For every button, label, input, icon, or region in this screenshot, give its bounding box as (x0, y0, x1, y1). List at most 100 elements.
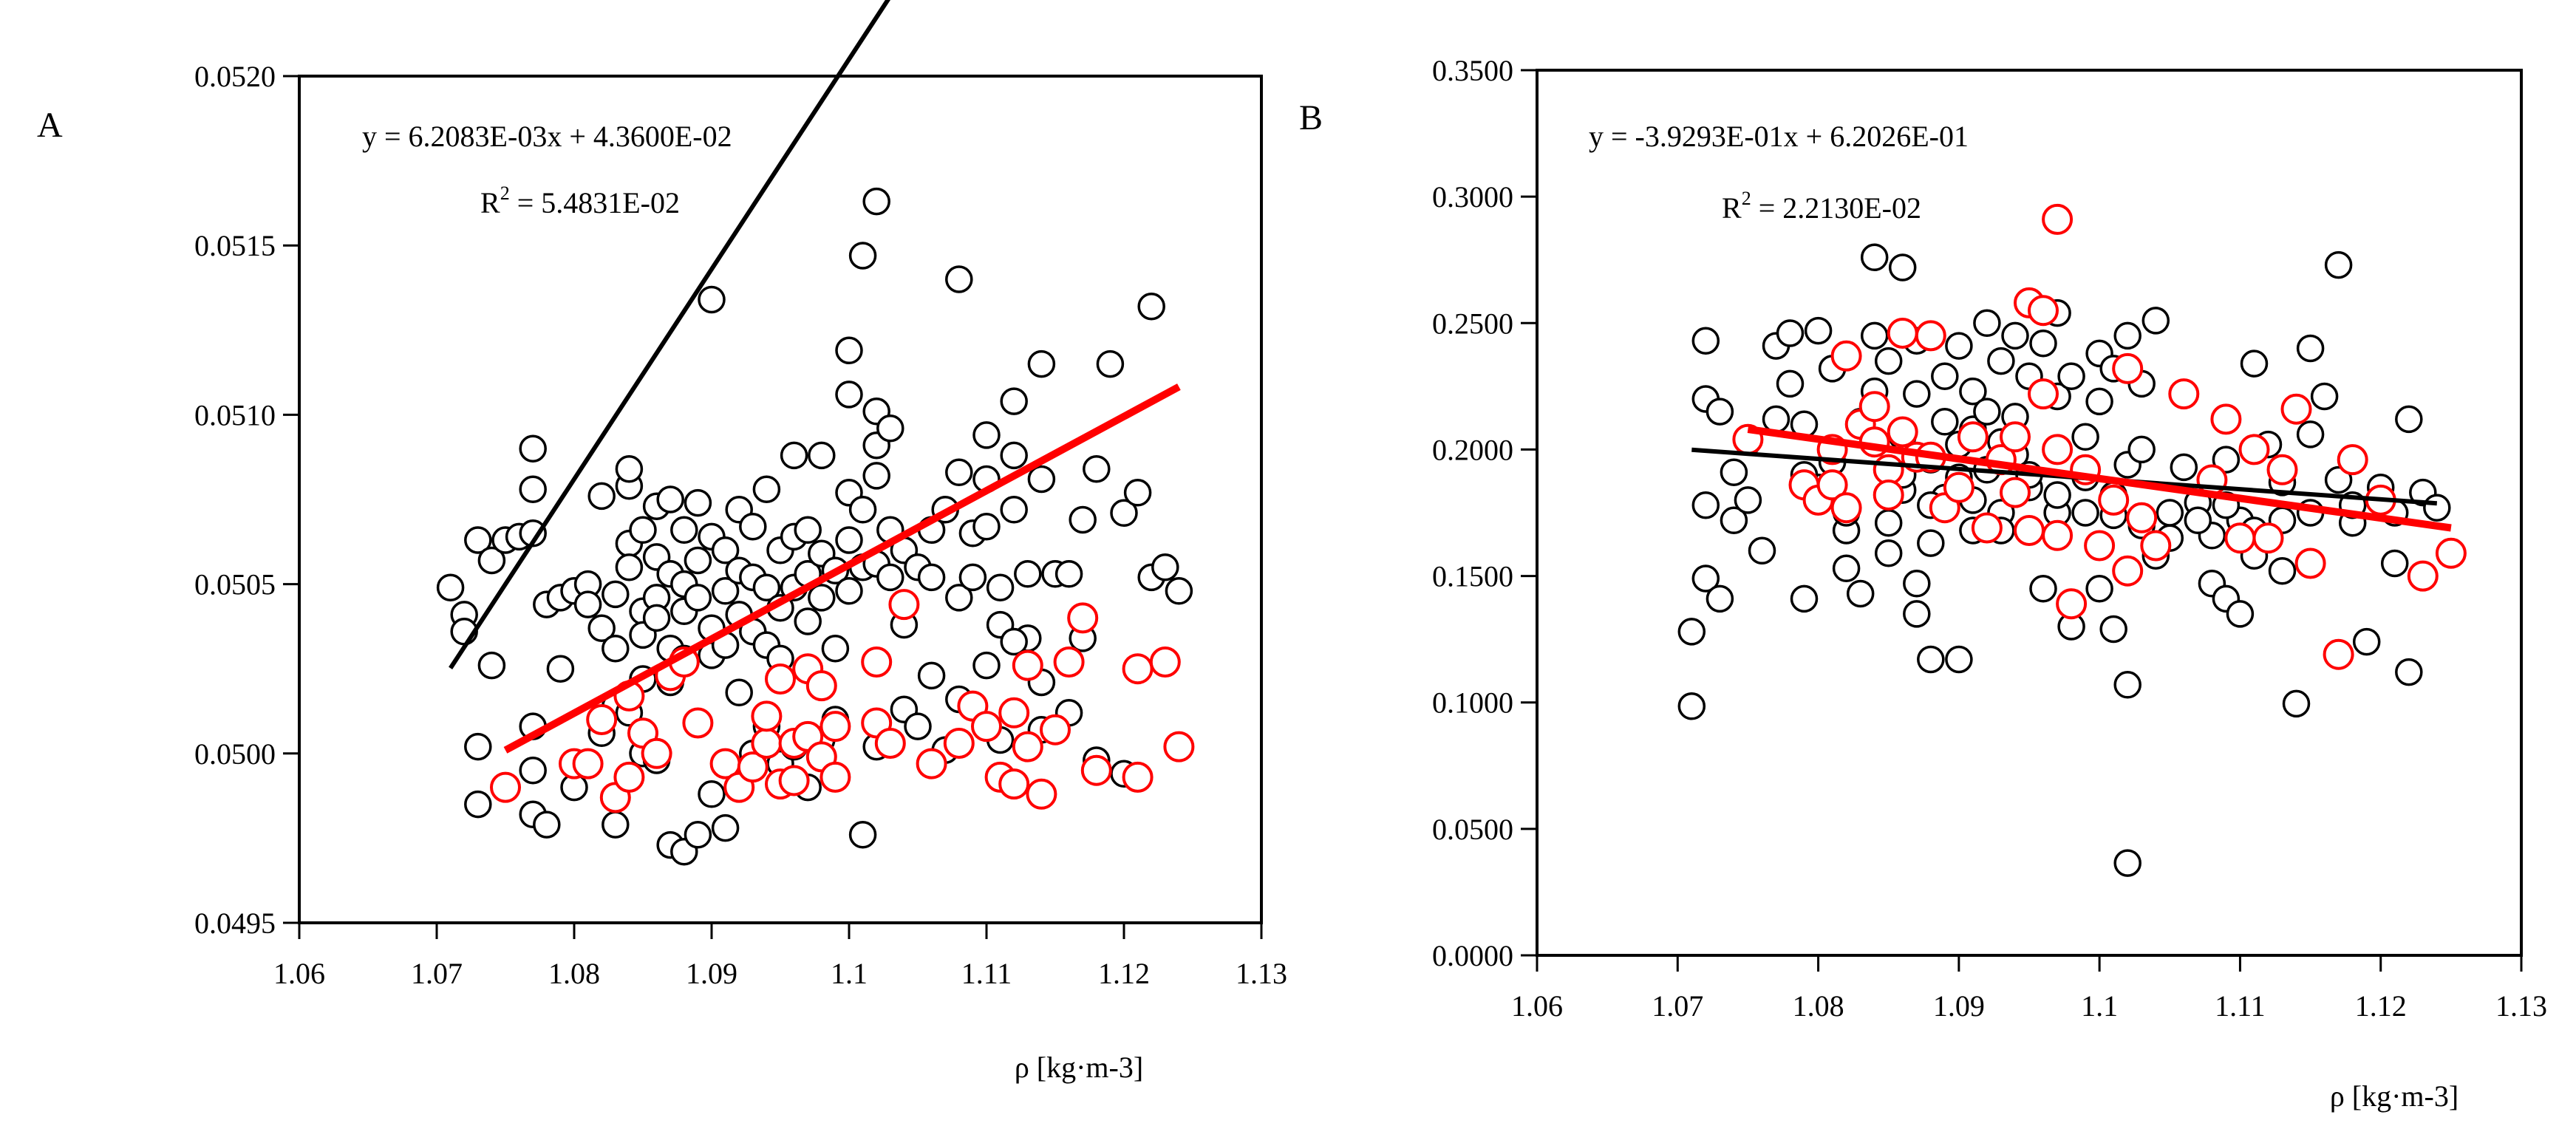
panel-b-black-point (2268, 556, 2297, 585)
panel-b-red-point (2323, 638, 2354, 670)
panel-a-black-point (876, 563, 904, 592)
panel-b-black-point (1945, 645, 1973, 674)
panel-b-red-point (1873, 480, 1904, 511)
panel-b-black-point (2282, 689, 2311, 718)
panel-a-black-point (670, 516, 698, 545)
panel-b-black-point (2127, 435, 2156, 464)
panel-a-black-point (794, 516, 822, 545)
panel-b-red-point (2084, 530, 2116, 562)
panel-b-black-point (1931, 408, 1959, 436)
panel-a-black-point (436, 573, 465, 601)
panel-a-red-point (1163, 731, 1195, 762)
panel-b-x-tick-label: 1.09 (1933, 989, 1985, 1023)
panel-a-black-point (876, 414, 904, 443)
panel-b-red-point (1957, 421, 1989, 453)
panel-a-black-point (752, 475, 781, 503)
panel-a-black-point (684, 546, 712, 575)
panel-b-black-point (2395, 405, 2423, 434)
panel-a-black-point (546, 655, 575, 683)
panel-a-red-point (613, 761, 645, 793)
panel-a-red-point (998, 768, 1030, 800)
panel-a-black-point (684, 584, 712, 612)
panel-a-black-point (739, 512, 767, 541)
panel-a-black-point (848, 496, 877, 524)
panel-a-black-point (904, 712, 932, 740)
panel-a-black-point (945, 458, 973, 487)
panel-a-black-point (711, 577, 740, 605)
panel-b-black-point (1846, 579, 1875, 608)
panel-a-black-point (477, 546, 506, 575)
panel-a-black-point (1096, 349, 1125, 378)
panel-a-black-point (1137, 292, 1165, 321)
panel-a-black-point (1165, 577, 1193, 605)
panel-a-red-point (490, 771, 521, 803)
panel-b-y-tick-label: 0.0500 (1432, 813, 1513, 846)
panel-b-x-tick-label: 1.06 (1511, 989, 1563, 1023)
panel-b-black-point (2310, 382, 2339, 411)
panel-b-red-point (2000, 421, 2031, 453)
panel-b-r2: R2 = 2.2130E-02 (1722, 188, 1921, 225)
panel-b: B y = -3.9293E-01x + 6.2026E-01 R2 = 2.2… (1299, 54, 2547, 1113)
panel-a-black-point (1000, 441, 1028, 470)
panel-a-x-tick-label: 1.07 (411, 957, 463, 990)
panel-a-x-tick-label: 1.08 (548, 957, 600, 990)
panel-a-red-point (737, 751, 769, 783)
panel-a-red-point (1067, 602, 1099, 634)
panel-b-y-tick-label: 0.1000 (1432, 686, 1513, 720)
panel-a-black-point (1027, 349, 1056, 378)
panel-a-black-point (1014, 560, 1042, 588)
panel-a-red-point (1149, 646, 1181, 678)
panel-a-black-point (835, 577, 863, 605)
panel-b-red-point (2042, 203, 2074, 235)
panel-b-x-tick-label: 1.11 (2215, 989, 2266, 1023)
panel-a-black-point (808, 584, 836, 612)
panel-a-red-point (1122, 653, 1154, 685)
panel-a-r2-value: = 5.4831E-02 (510, 186, 680, 219)
panel-b-red-point (2098, 484, 2130, 516)
panel-a-red-point (586, 704, 618, 735)
panel-b-y-tick-label: 0.0000 (1432, 939, 1513, 972)
panel-b-black-point (2324, 465, 2353, 494)
panel-b-black-point (2113, 321, 2141, 350)
panel-a-black-point (519, 756, 547, 785)
panel-b-black-point (1874, 347, 1903, 375)
panel-b-black-point (1691, 564, 1720, 593)
panel-b-black-point (1706, 398, 1734, 426)
panel-a-red-trendline (503, 383, 1181, 754)
panel-a-black-point (835, 381, 863, 409)
panel-a-red-point (861, 646, 893, 678)
panel-b-red-point (2280, 393, 2312, 425)
panel-a-black-point (945, 584, 973, 612)
panel-a-red-point (820, 711, 851, 743)
panel-a-black-point (917, 563, 946, 592)
panel-a-black-point (808, 441, 836, 470)
panel-a-black-point (972, 651, 1001, 680)
panel-b-red-point (2056, 588, 2088, 620)
panel-b-x-tick-label: 1.07 (1652, 989, 1703, 1023)
panel-a-red-point (888, 589, 920, 621)
panel-b-red-point (1915, 320, 1946, 352)
panel-b-red-point (2014, 515, 2045, 546)
panel-b-red-point (2112, 352, 2144, 384)
panel-a-black-point (1000, 387, 1028, 415)
panel-a-black-point (711, 813, 740, 842)
panel-b-black-point (2113, 849, 2141, 877)
panel-a-black-point (642, 604, 671, 632)
panel-b-black-point (2085, 574, 2113, 603)
panel-a-x-axis-label: ρ [kg·m-3] (1015, 1051, 1143, 1084)
panel-a-red-point (820, 761, 851, 793)
panel-a-y-tick-label: 0.0500 (194, 737, 276, 771)
panel-b-black-point (1762, 405, 1790, 434)
panel-a-letter: A (37, 106, 63, 145)
panel-b-black-point (2085, 387, 2113, 416)
panel-b-red-point (2168, 378, 2200, 410)
panel-b-black-point (1874, 539, 1903, 567)
panel-a-black-point (848, 821, 877, 849)
panel-b-black-point (1720, 506, 1748, 535)
panel-a-red-point (751, 728, 783, 759)
panel-a-red-point (805, 670, 837, 702)
panel-b-x-tick-label: 1.13 (2495, 989, 2547, 1023)
panel-a-black-point (698, 285, 726, 314)
panel-a: A y = 6.2083E-03x + 4.3600E-02 R2 = 5.48… (37, 0, 1287, 1084)
